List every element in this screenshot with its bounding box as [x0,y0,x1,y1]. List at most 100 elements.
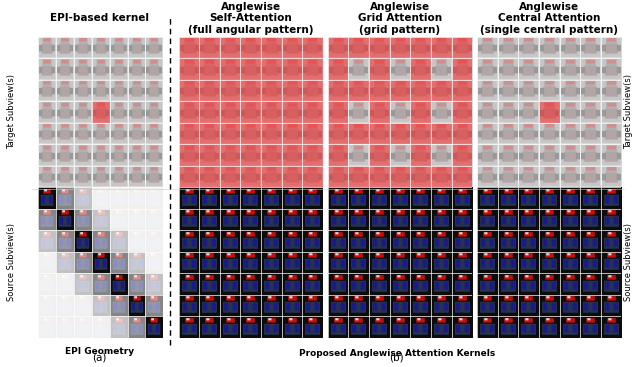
Bar [302,58,323,80]
Bar [220,37,241,58]
Bar [199,166,220,187]
Bar [220,123,241,144]
Bar [302,123,323,144]
Bar [302,101,323,123]
Bar [369,123,390,144]
Text: Anglewise
Self-Attention
(full angular pattern): Anglewise Self-Attention (full angular p… [188,2,314,35]
Bar [410,123,431,144]
Bar [451,80,472,101]
Bar [349,80,369,101]
Bar [199,80,220,101]
Bar [369,58,390,80]
Bar [241,80,261,101]
Bar [261,80,282,101]
Bar [431,80,451,101]
Bar [282,101,302,123]
Bar [199,101,220,123]
Bar [179,101,199,123]
Bar [179,37,199,58]
Bar [451,123,472,144]
Bar [431,37,451,58]
Bar [220,80,241,101]
Bar [199,123,220,144]
Bar [451,144,472,166]
Bar [220,144,241,166]
Bar [241,144,261,166]
Bar [369,144,390,166]
Bar [282,123,302,144]
Bar [390,80,410,101]
Bar [179,58,199,80]
Bar [261,123,282,144]
Bar [179,80,199,101]
Bar [220,58,241,80]
Bar [241,58,261,80]
Bar [302,166,323,187]
Bar [199,58,220,80]
Bar [349,123,369,144]
Bar [410,144,431,166]
Bar [282,80,302,101]
Text: EPI Geometry: EPI Geometry [65,347,134,356]
Bar [261,144,282,166]
Bar [199,37,220,58]
Bar [282,144,302,166]
Bar [241,166,261,187]
Bar [328,123,349,144]
Text: Source Subview(s): Source Subview(s) [7,224,16,301]
Text: (b): (b) [390,353,404,363]
Bar [261,101,282,123]
Bar [92,101,109,123]
Bar [328,37,349,58]
Bar [328,80,349,101]
Bar [220,166,241,187]
Bar [328,166,349,187]
Bar [241,101,261,123]
Bar [410,101,431,123]
Bar [261,58,282,80]
Bar [390,37,410,58]
Bar [199,144,220,166]
Bar [431,166,451,187]
Bar [302,37,323,58]
Text: Source Subview(s): Source Subview(s) [624,224,633,301]
Text: (a): (a) [92,353,106,363]
Text: EPI-based kernel: EPI-based kernel [50,13,148,23]
Text: Anglewise
Grid Attention
(grid pattern): Anglewise Grid Attention (grid pattern) [358,2,442,35]
Bar [328,101,349,123]
Bar [241,37,261,58]
Bar [390,123,410,144]
Bar [328,144,349,166]
Bar [451,37,472,58]
Bar [369,166,390,187]
Bar [451,58,472,80]
Bar [369,80,390,101]
Bar [349,166,369,187]
Bar [261,37,282,58]
Text: Target Subview(s): Target Subview(s) [7,75,16,149]
Bar [539,101,559,123]
Bar [282,58,302,80]
Bar [369,37,390,58]
Bar [451,101,472,123]
Bar [390,166,410,187]
Bar [179,144,199,166]
Bar [349,37,369,58]
Bar [410,37,431,58]
Bar [431,123,451,144]
Text: Proposed Anglewise Attention Kernels: Proposed Anglewise Attention Kernels [299,349,495,358]
Text: Anglewise
Central Attention
(single central pattern): Anglewise Central Attention (single cent… [481,2,618,35]
Bar [179,166,199,187]
Text: Target Subview(s): Target Subview(s) [624,75,633,149]
Bar [220,101,241,123]
Bar [282,166,302,187]
Bar [282,37,302,58]
Bar [410,166,431,187]
Bar [302,80,323,101]
Bar [369,101,390,123]
Bar [328,58,349,80]
Bar [261,166,282,187]
Bar [410,58,431,80]
Bar [179,123,199,144]
Bar [302,144,323,166]
